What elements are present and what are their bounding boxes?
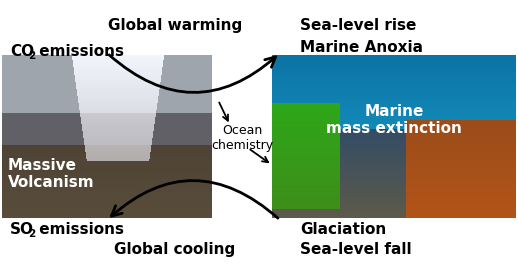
Text: Ocean
chemistry: Ocean chemistry — [211, 123, 273, 152]
Text: CO: CO — [10, 44, 34, 59]
Text: 2: 2 — [28, 51, 35, 61]
Text: Global cooling: Global cooling — [114, 242, 236, 257]
Text: Marine Anoxia: Marine Anoxia — [300, 40, 423, 55]
Text: Sea-level fall: Sea-level fall — [300, 242, 412, 257]
Text: Global warming: Global warming — [108, 18, 242, 33]
Text: SO: SO — [10, 222, 34, 237]
Text: Glaciation: Glaciation — [300, 222, 386, 237]
Text: 2: 2 — [28, 229, 35, 239]
Text: Marine
mass extinction: Marine mass extinction — [326, 104, 462, 136]
Text: emissions: emissions — [34, 44, 124, 59]
Text: emissions: emissions — [34, 222, 124, 237]
Text: Sea-level rise: Sea-level rise — [300, 18, 416, 33]
Text: Massive
Volcanism: Massive Volcanism — [8, 157, 95, 190]
